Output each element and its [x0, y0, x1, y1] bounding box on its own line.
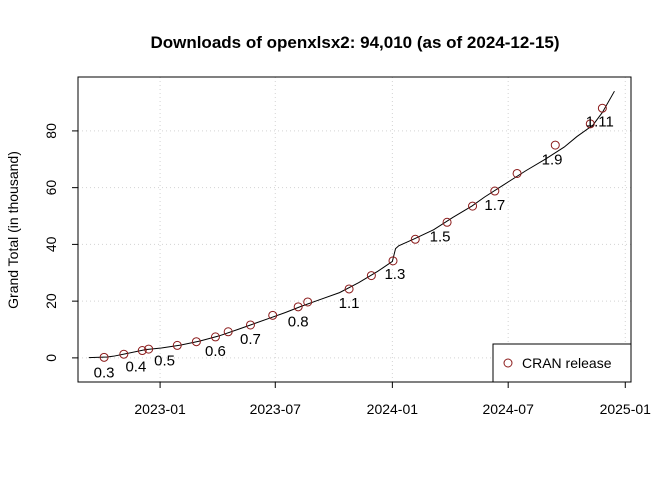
- x-tick-label: 2023-01: [134, 401, 186, 417]
- release-marker: [344, 284, 354, 294]
- plot-frame: [77, 76, 632, 383]
- y-axis-label: Grand Total (in thousand): [5, 151, 21, 309]
- release-markers: [99, 103, 607, 362]
- release-marker: [210, 332, 220, 342]
- y-axis: 0 20 40 60 80: [43, 123, 79, 362]
- release-marker: [366, 271, 376, 281]
- version-annotations: 0.3 0.4 0.5 0.6 0.7 0.8 1.1 1.3 1.5 1.7 1.9 1.11: [94, 114, 614, 382]
- legend: CRAN release: [492, 343, 632, 383]
- version-label: 0.5: [154, 353, 175, 370]
- series-layer: [88, 90, 615, 359]
- release-marker: [410, 234, 420, 244]
- release-marker: [512, 168, 522, 178]
- release-marker: [119, 349, 129, 359]
- chart-title: Downloads of openxlsx2: 94,010 (as of 20…: [150, 33, 559, 52]
- release-marker: [585, 119, 595, 129]
- y-tick-label: 20: [43, 293, 59, 309]
- grid: [78, 77, 631, 382]
- legend-marker: [503, 358, 513, 368]
- x-tick-label: 2024-01: [367, 401, 419, 417]
- release-marker: [223, 327, 233, 337]
- release-marker: [99, 352, 109, 362]
- version-label: 1.5: [430, 228, 451, 245]
- release-marker: [490, 186, 500, 196]
- version-label: 0.7: [240, 331, 261, 348]
- release-marker: [303, 297, 313, 307]
- version-label: 1.9: [542, 151, 563, 168]
- legend-box: [492, 343, 632, 383]
- version-label: 1.7: [484, 197, 505, 214]
- version-label: 0.4: [125, 358, 146, 375]
- release-marker: [144, 344, 154, 354]
- x-axis: 2023-01 2023-07 2024-01 2024-07 2025-01: [134, 381, 652, 417]
- release-marker: [597, 103, 607, 113]
- release-marker: [172, 340, 182, 350]
- x-tick-label: 2023-07: [250, 401, 302, 417]
- release-marker: [442, 217, 452, 227]
- y-tick-label: 60: [43, 180, 59, 196]
- release-marker: [293, 302, 303, 312]
- y-tick-label: 0: [43, 354, 59, 362]
- version-label: 1.11: [586, 114, 614, 131]
- version-label: 1.1: [339, 295, 360, 312]
- y-tick-label: 40: [43, 236, 59, 252]
- release-marker: [245, 320, 255, 330]
- release-marker: [550, 140, 560, 150]
- version-label: 0.8: [288, 314, 309, 331]
- y-tick-label: 80: [43, 123, 59, 139]
- release-marker: [268, 310, 278, 320]
- version-label: 0.3: [94, 365, 115, 382]
- legend-label: CRAN release: [522, 355, 612, 371]
- x-tick-label: 2024-07: [482, 401, 534, 417]
- version-label: 0.6: [205, 343, 226, 360]
- release-marker: [468, 201, 478, 211]
- release-marker: [137, 346, 147, 356]
- x-tick-label: 2025-01: [600, 401, 652, 417]
- release-marker: [191, 337, 201, 347]
- version-label: 1.3: [384, 266, 405, 283]
- release-marker: [388, 256, 398, 266]
- downloads-line: [88, 90, 615, 359]
